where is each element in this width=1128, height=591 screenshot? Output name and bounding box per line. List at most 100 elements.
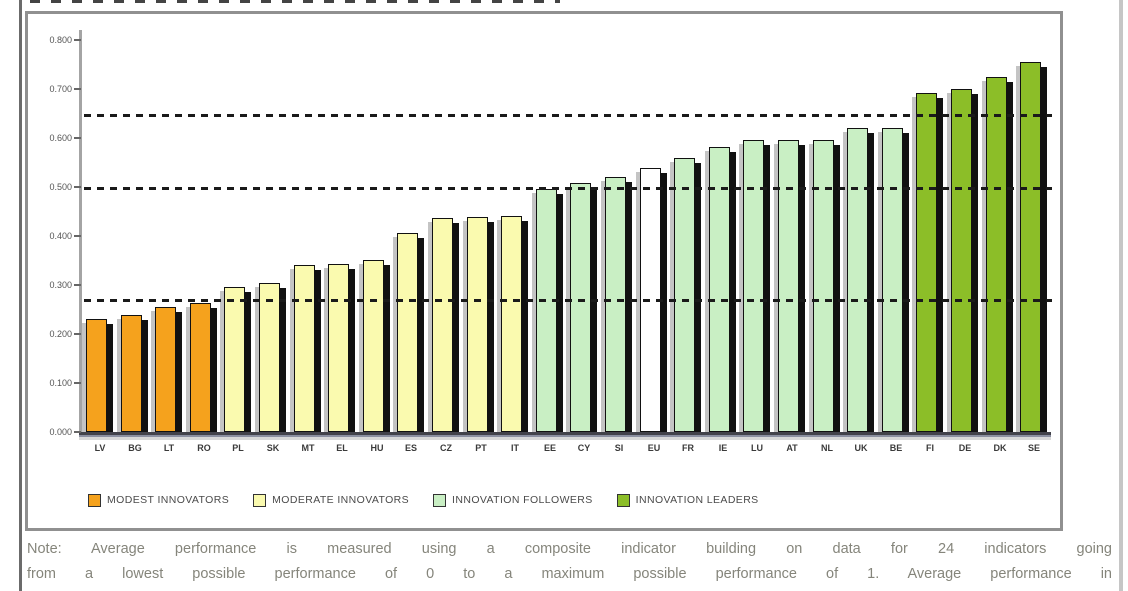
bar-BG [117, 315, 142, 432]
y-axis-label: 0.200 [49, 329, 72, 339]
bar-shadow [557, 194, 563, 432]
y-axis-tick [74, 284, 81, 286]
x-axis-label-NL: NL [821, 443, 833, 453]
bar-shadow [488, 222, 494, 432]
bar-FR [670, 158, 695, 432]
bar-shadow [315, 270, 321, 432]
bar-shadow [211, 308, 217, 432]
bar-BE [878, 128, 903, 432]
x-axis-label-RO: RO [197, 443, 211, 453]
x-axis-label-SK: SK [266, 443, 280, 453]
y-axis-label: 0.300 [49, 280, 72, 290]
bar-SK [255, 283, 280, 432]
bar-shadow [868, 133, 874, 432]
x-axis-label-AT: AT [786, 443, 798, 453]
legend-item: INNOVATION FOLLOWERS [433, 493, 593, 507]
bar-shadow [695, 163, 701, 432]
bar-LU [739, 140, 764, 432]
y-axis-tick [74, 88, 81, 90]
bar-shadow [453, 223, 459, 432]
bar-DE [947, 89, 972, 432]
bar-PL [220, 287, 245, 432]
bar-shadow [280, 288, 286, 432]
bar-UK [843, 128, 868, 432]
note-line-1: Note: Average performance is measured us… [27, 541, 1112, 557]
y-axis-tick [74, 382, 81, 384]
y-axis-tick [74, 235, 81, 237]
y-axis-label: 0.000 [49, 427, 72, 437]
bar-shadow [661, 173, 667, 432]
x-axis-label-SE: SE [1027, 443, 1040, 453]
legend-swatch-modest [88, 493, 101, 507]
y-axis-label: 0.600 [49, 133, 72, 143]
x-axis-label-LU: LU [751, 443, 763, 453]
y-axis-tick [74, 333, 81, 335]
x-axis-label-MT: MT [301, 443, 315, 453]
x-axis-baseline [79, 432, 1051, 435]
y-axis-label: 0.400 [49, 231, 72, 241]
x-axis-label-BG: BG [128, 443, 142, 453]
bar-SE [1016, 62, 1041, 432]
y-axis-tick [74, 431, 81, 433]
x-axis-label-EL: EL [336, 443, 348, 453]
y-axis-tick [74, 137, 81, 139]
cropped-title-remnant [30, 0, 560, 3]
x-axis-label-PL: PL [232, 443, 244, 453]
x-axis-label-HU: HU [370, 443, 384, 453]
bar-NL [809, 140, 834, 432]
x-axis-label-IE: IE [718, 443, 728, 453]
bar-LV [82, 319, 107, 432]
x-axis-floor-edge [79, 437, 1051, 440]
note-line-2: from a lowest possible performance of 0 … [27, 566, 1112, 582]
bar-shadow [972, 94, 978, 432]
bar-shadow [626, 182, 632, 432]
threshold-dashed-line [84, 298, 1052, 302]
legend-label: MODERATE INNOVATORS [272, 494, 410, 506]
page-left-border [19, 0, 22, 591]
y-axis-line [79, 30, 82, 433]
legend-swatch-follower [433, 493, 447, 507]
bar-AT [774, 140, 799, 432]
y-axis-label: 0.100 [49, 378, 72, 388]
x-axis-label-EE: EE [543, 443, 556, 453]
x-axis-baseline-shadow [79, 435, 1051, 437]
threshold-dashed-line [84, 187, 1052, 191]
legend-label: INNOVATION LEADERS [635, 494, 759, 506]
bar-shadow [418, 238, 424, 432]
legend-label: INNOVATION FOLLOWERS [452, 494, 593, 506]
x-axis-label-UK: UK [854, 443, 868, 453]
legend-swatch-leader [616, 493, 630, 507]
bar-IE [705, 147, 730, 432]
bar-shadow [730, 152, 736, 432]
x-axis-label-BE: BE [889, 443, 903, 453]
x-axis-label-DE: DE [958, 443, 972, 453]
y-axis-label: 0.700 [49, 84, 72, 94]
y-axis-label: 0.500 [49, 182, 72, 192]
bar-shadow [522, 221, 528, 432]
page-right-border [1119, 0, 1123, 591]
x-axis-label-SI: SI [614, 443, 624, 453]
bar-shadow [349, 269, 355, 432]
figure-note: Note: Average performance is measured us… [27, 540, 1112, 590]
bar-RO [186, 303, 211, 432]
x-axis-label-FR: FR [682, 443, 694, 453]
x-axis-label-LT: LT [163, 443, 175, 453]
x-axis-label-DK: DK [993, 443, 1007, 453]
legend-item: MODEST INNOVATORS [88, 493, 229, 507]
bar-shadow [591, 188, 597, 432]
bar-CY [566, 183, 591, 432]
bar-shadow [764, 145, 770, 432]
bar-MT [290, 265, 315, 432]
bar-shadow [903, 133, 909, 432]
y-axis-tick [74, 39, 81, 41]
bar-shadow [384, 265, 390, 432]
bar-shadow [937, 98, 943, 432]
bar-CZ [428, 218, 453, 432]
bar-shadow [834, 145, 840, 432]
bar-IT [497, 216, 522, 432]
bar-shadow [176, 312, 182, 432]
x-axis-label-FI: FI [926, 443, 934, 453]
bar-FI [912, 93, 937, 432]
legend-item: INNOVATION LEADERS [616, 493, 759, 507]
